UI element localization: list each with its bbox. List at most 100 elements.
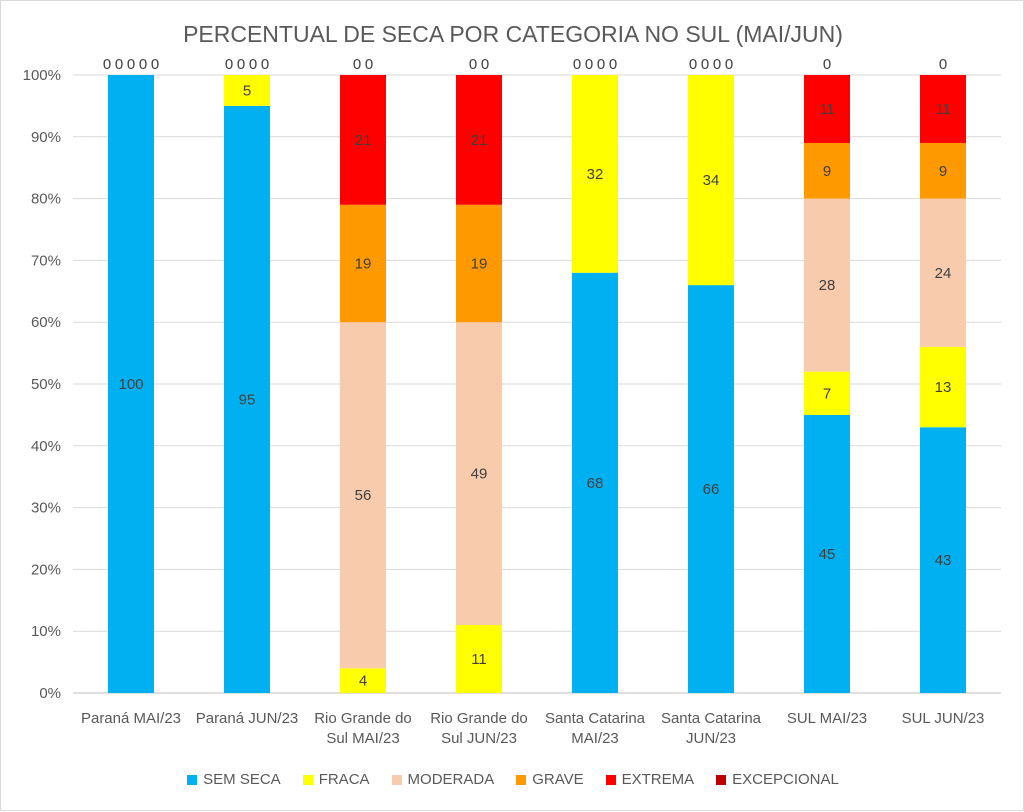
bar-segment [920,75,966,143]
data-label: 21 [471,132,488,149]
bar-segment [920,142,966,199]
data-label: 66 [703,481,720,498]
bar-segment [920,198,966,347]
data-label: 100 [118,376,143,393]
data-label-zero: 0 [597,56,605,73]
x-tick-label: Sul MAI/23 [326,730,399,747]
bar-segment [688,75,734,286]
data-label-zero: 0 [103,56,111,73]
data-label: 19 [355,255,372,272]
data-label-zero: 0 [609,56,617,73]
bar-segment [804,75,850,143]
data-label: 11 [819,101,835,118]
y-tick-label: 30% [31,500,61,517]
x-tick-label: Paraná JUN/23 [196,710,299,727]
data-label: 7 [823,385,831,402]
y-tick-label: 20% [31,561,61,578]
legend-item: MODERADA [391,771,495,788]
bar-segment [456,204,502,323]
bar-segment [108,75,154,693]
legend-swatch [302,774,313,785]
x-tick-label: Rio Grande do [430,710,528,727]
data-label-zero: 0 [353,56,361,73]
bar-segment [804,414,850,693]
bar-segment [224,75,270,106]
data-label: 28 [819,277,836,294]
legend-label: SEM SECA [203,771,281,788]
data-label: 11 [471,651,487,668]
legend-label: EXCEPCIONAL [732,771,839,788]
y-tick-label: 0% [39,685,61,702]
data-label: 21 [355,132,372,149]
data-label: 13 [935,379,952,396]
legend-label: EXTREMA [621,771,695,788]
bar-segment [572,272,618,693]
x-tick-label: Santa Catarina [545,710,646,727]
data-label: 45 [819,546,836,563]
data-label-zero: 0 [689,56,697,73]
legend-label: MODERADA [407,771,495,788]
legend-item: FRACA [302,771,370,788]
chart-title: PERCENTUAL DE SECA POR CATEGORIA NO SUL … [183,21,843,47]
y-tick-label: 40% [31,438,61,455]
bar-segment [340,322,386,669]
bar-segment [572,75,618,273]
data-label: 24 [935,265,952,282]
x-tick-label: SUL MAI/23 [787,710,867,727]
bar-segment [340,668,386,693]
bar-segment [340,75,386,205]
y-tick-label: 100% [23,67,61,84]
legend-label: GRAVE [532,771,584,788]
legend-item: SEM SECA [187,771,281,788]
legend-item: GRAVE [516,771,584,788]
y-tick-label: 60% [31,314,61,331]
data-label: 95 [239,391,256,408]
y-tick-label: 90% [31,129,61,146]
data-label-zero: 0 [939,56,947,73]
data-label-zero: 0 [469,56,477,73]
bar-segment [920,427,966,693]
data-label: 68 [587,475,604,492]
data-label-zero: 0 [585,56,593,73]
y-tick-label: 80% [31,191,61,208]
bar-segment [688,285,734,693]
data-label-zero: 0 [115,56,123,73]
bar-segment [804,371,850,415]
data-label: 34 [703,172,720,189]
data-label: 4 [359,673,367,690]
bar-segment [224,105,270,693]
bar-segment [456,625,502,693]
legend: SEM SECA FRACA MODERADA GRAVE EXTREMA EXCEPCI… [1,771,1024,788]
data-label: 32 [587,166,604,183]
bar-segment [920,346,966,428]
legend-swatch [716,774,727,785]
x-tick-label: Paraná MAI/23 [81,710,181,727]
data-label-zero: 0 [573,56,581,73]
legend-item: EXTREMA [605,771,695,788]
data-label: 9 [823,163,831,180]
bar-segment [804,198,850,372]
data-label-zero: 0 [249,56,257,73]
data-label: 11 [935,101,951,118]
data-label-zero: 0 [151,56,159,73]
data-label-zero: 0 [127,56,135,73]
data-label-zero: 0 [225,56,233,73]
data-label: 56 [355,487,372,504]
y-tick-label: 10% [31,623,61,640]
data-label: 5 [243,82,251,99]
data-label-zero: 0 [481,56,489,73]
data-label-zero: 0 [713,56,721,73]
data-label-zero: 0 [823,56,831,73]
y-tick-label: 70% [31,252,61,269]
x-tick-label: Rio Grande do [314,710,412,727]
x-tick-label: SUL JUN/23 [902,710,985,727]
data-label: 43 [935,552,952,569]
bar-segment [456,75,502,205]
data-label-zero: 0 [701,56,709,73]
data-label-zero: 0 [365,56,373,73]
legend-swatch [516,774,527,785]
data-label: 19 [471,255,488,272]
data-label-zero: 0 [261,56,269,73]
